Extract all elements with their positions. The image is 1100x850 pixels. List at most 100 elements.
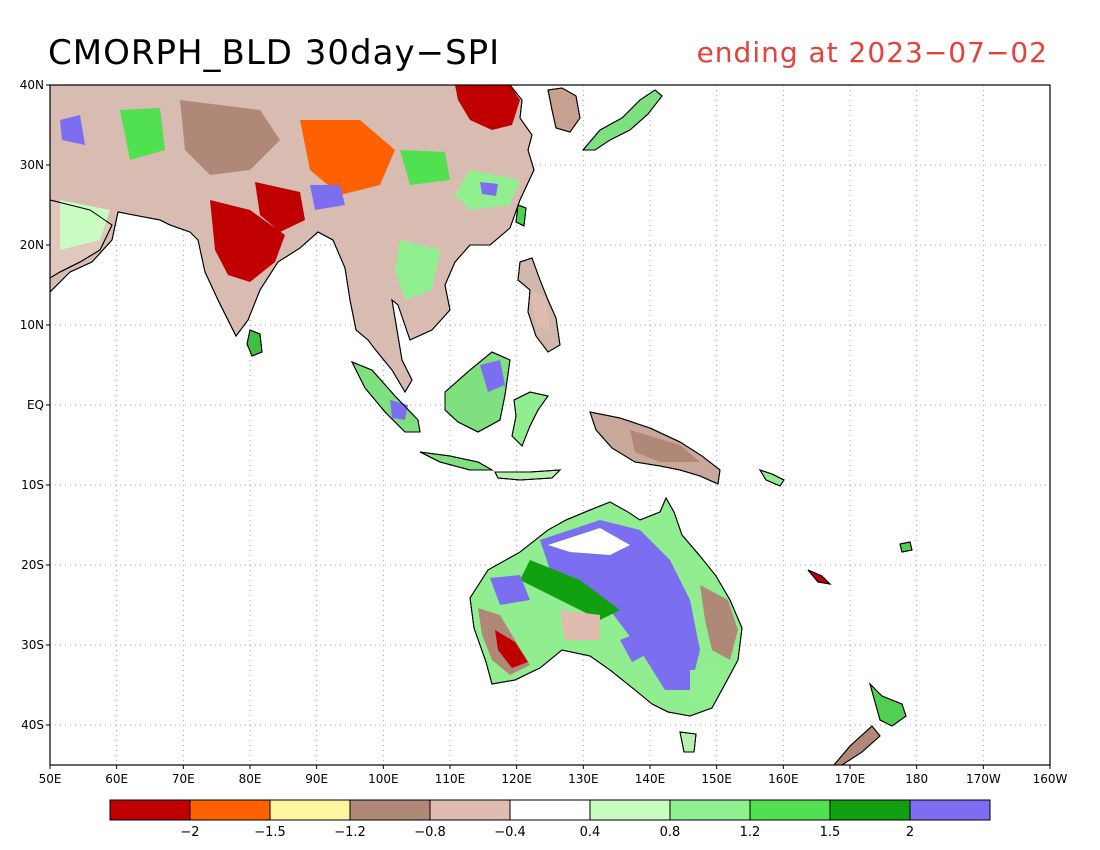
- anomaly-patch: [395, 240, 440, 300]
- map-panel: [50, 85, 1050, 765]
- legend-swatch: [189, 799, 271, 821]
- coastline-fiji: [899, 541, 913, 553]
- lon-tick-label: 70E: [172, 772, 195, 786]
- anomaly-patch: [530, 290, 550, 330]
- anomaly-patch: [60, 200, 110, 250]
- coastline-korea: [547, 87, 581, 133]
- coastline-australia: [469, 496, 743, 717]
- legend-swatch: [749, 799, 831, 821]
- coastline-sulawesi: [511, 391, 549, 447]
- anomaly-patch: [490, 575, 530, 605]
- legend-label: 0.8: [660, 825, 681, 840]
- legend-swatch: [109, 799, 191, 821]
- lon-tick-label: 150E: [701, 772, 732, 786]
- lon-tick-label: 90E: [305, 772, 328, 786]
- anomaly-patch: [60, 115, 85, 145]
- legend-swatch: [269, 799, 351, 821]
- legend-label: −0.8: [414, 825, 446, 840]
- legend-swatch: [429, 799, 511, 821]
- coastline-japan: [581, 89, 663, 151]
- color-legend: −2 −1.5 −1.2 −0.8 −0.4 0.4 0.8 1.2 1.5 2: [109, 799, 991, 840]
- anomaly-patch: [120, 108, 165, 160]
- latitude-axis: 40N 30N 20N 10N EQ 10S 20S 30S 40S: [20, 78, 50, 732]
- anomaly-patch: [480, 360, 505, 392]
- coastline-arabia: [50, 199, 113, 279]
- legend-label: 0.4: [580, 825, 601, 840]
- lat-tick-label: 20S: [21, 558, 44, 572]
- anomaly-patch: [548, 528, 630, 555]
- legend-label: −0.4: [494, 825, 526, 840]
- anomaly-patch: [620, 632, 655, 662]
- lat-tick-label: 40N: [20, 78, 44, 92]
- legend-label: −2: [180, 825, 199, 840]
- legend-swatch: [589, 799, 671, 821]
- legend-swatch: [829, 799, 911, 821]
- coastline-borneo: [444, 351, 511, 433]
- legend-swatch: [669, 799, 751, 821]
- anomaly-patch: [690, 670, 720, 705]
- lon-tick-label: 60E: [105, 772, 128, 786]
- lon-tick-label: 110E: [435, 772, 466, 786]
- map-frame: [49, 84, 1051, 766]
- anomaly-patch: [255, 182, 305, 232]
- legend-swatch: [349, 799, 431, 821]
- longitude-axis: 50E 60E 70E 80E 90E 100E 110E 120E 130E 140E 150E 1…: [39, 765, 1068, 786]
- anomaly-patch: [300, 120, 395, 195]
- anomaly-patch: [520, 560, 620, 620]
- lat-tick-label: 10N: [20, 318, 44, 332]
- date-subtitle: ending at 2023−07−02: [697, 36, 1048, 69]
- map-title: CMORPH_BLD 30day−SPI: [48, 33, 500, 73]
- coastline-philippines: [517, 257, 561, 353]
- coastline-sumatra: [350, 361, 421, 433]
- legend-label: −1.5: [254, 825, 286, 840]
- anomaly-patch: [630, 430, 700, 462]
- coastline-solomon-islands: [758, 469, 785, 487]
- anomaly-patch: [180, 100, 280, 175]
- coastline-overlay: [50, 85, 913, 765]
- lon-tick-label: 80E: [239, 772, 262, 786]
- legend-label: 1.2: [740, 825, 761, 840]
- coastline-new-zealand-south: [833, 725, 881, 765]
- anomaly-patch: [455, 85, 520, 130]
- coastline-asia-mainland: [50, 85, 535, 393]
- lon-tick-label: 170E: [835, 772, 866, 786]
- lon-tick-label: 160E: [768, 772, 799, 786]
- lat-tick-label: EQ: [27, 398, 44, 412]
- legend-label: 1.5: [820, 825, 841, 840]
- coastline-sri-lanka: [246, 329, 263, 357]
- anomaly-patch: [495, 630, 528, 668]
- anomaly-patch: [540, 520, 700, 690]
- lat-tick-label: 30S: [21, 638, 44, 652]
- coastline-new-guinea: [589, 411, 721, 485]
- legend-swatch: [909, 799, 991, 821]
- lat-tick-label: 10S: [21, 478, 44, 492]
- lon-tick-label: 50E: [39, 772, 62, 786]
- lat-tick-label: 30N: [20, 158, 44, 172]
- coastline-lesser-sunda: [494, 469, 562, 481]
- legend-label: −1.2: [334, 825, 366, 840]
- lon-tick-label: 160W: [1033, 772, 1068, 786]
- anomaly-patch: [400, 150, 450, 185]
- anomaly-patch: [700, 585, 738, 660]
- lat-tick-label: 20N: [20, 238, 44, 252]
- anomaly-patch: [560, 610, 600, 640]
- lon-tick-label: 140E: [635, 772, 666, 786]
- legend-swatch: [509, 799, 591, 821]
- lon-tick-label: 180: [905, 772, 928, 786]
- lon-tick-label: 130E: [568, 772, 599, 786]
- anomaly-patch: [480, 182, 498, 196]
- coastline-taiwan: [515, 204, 527, 227]
- lon-tick-label: 100E: [368, 772, 399, 786]
- lon-tick-label: 120E: [501, 772, 532, 786]
- coastline-java: [419, 451, 494, 471]
- coastline-tasmania: [679, 731, 697, 753]
- coastline-new-caledonia: [807, 569, 832, 585]
- anomaly-patch: [210, 200, 285, 282]
- legend-label: 2: [906, 825, 914, 840]
- anomaly-patch: [310, 185, 345, 210]
- coastline-new-zealand-north: [869, 682, 907, 727]
- lon-tick-label: 170W: [966, 772, 1001, 786]
- lat-tick-label: 40S: [21, 718, 44, 732]
- spi-anomaly-patches: [60, 85, 738, 705]
